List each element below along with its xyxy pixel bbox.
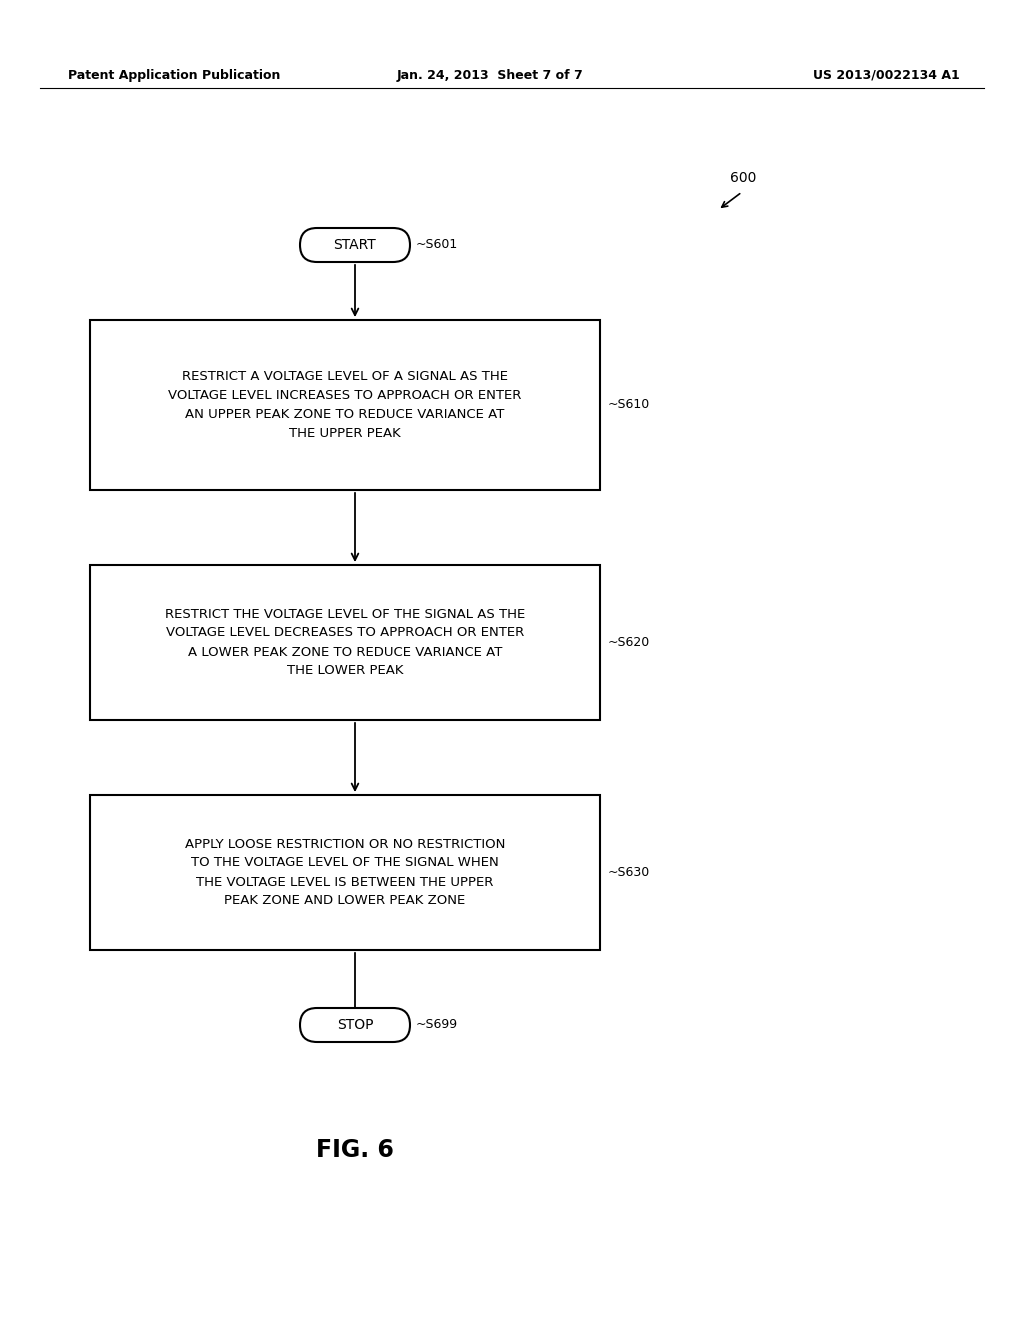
- Text: ~S601: ~S601: [416, 239, 459, 252]
- Bar: [90, 795, 600, 950]
- Text: TO THE VOLTAGE LEVEL OF THE SIGNAL WHEN: TO THE VOLTAGE LEVEL OF THE SIGNAL WHEN: [191, 857, 499, 870]
- Text: ~S610: ~S610: [608, 399, 650, 412]
- Text: 600: 600: [730, 172, 757, 185]
- Text: THE VOLTAGE LEVEL IS BETWEEN THE UPPER: THE VOLTAGE LEVEL IS BETWEEN THE UPPER: [197, 875, 494, 888]
- FancyBboxPatch shape: [300, 228, 410, 261]
- Text: PEAK ZONE AND LOWER PEAK ZONE: PEAK ZONE AND LOWER PEAK ZONE: [224, 895, 466, 908]
- Text: AN UPPER PEAK ZONE TO REDUCE VARIANCE AT: AN UPPER PEAK ZONE TO REDUCE VARIANCE AT: [185, 408, 505, 421]
- Bar: [90, 319, 600, 490]
- Text: VOLTAGE LEVEL DECREASES TO APPROACH OR ENTER: VOLTAGE LEVEL DECREASES TO APPROACH OR E…: [166, 627, 524, 639]
- Text: THE UPPER PEAK: THE UPPER PEAK: [289, 426, 400, 440]
- Text: STOP: STOP: [337, 1018, 374, 1032]
- Text: ~S620: ~S620: [608, 636, 650, 649]
- Text: RESTRICT THE VOLTAGE LEVEL OF THE SIGNAL AS THE: RESTRICT THE VOLTAGE LEVEL OF THE SIGNAL…: [165, 607, 525, 620]
- Text: THE LOWER PEAK: THE LOWER PEAK: [287, 664, 403, 677]
- Text: Jan. 24, 2013  Sheet 7 of 7: Jan. 24, 2013 Sheet 7 of 7: [396, 69, 584, 82]
- Text: US 2013/0022134 A1: US 2013/0022134 A1: [813, 69, 961, 82]
- Text: RESTRICT A VOLTAGE LEVEL OF A SIGNAL AS THE: RESTRICT A VOLTAGE LEVEL OF A SIGNAL AS …: [182, 370, 508, 383]
- Text: VOLTAGE LEVEL INCREASES TO APPROACH OR ENTER: VOLTAGE LEVEL INCREASES TO APPROACH OR E…: [168, 389, 521, 403]
- Text: Patent Application Publication: Patent Application Publication: [68, 69, 281, 82]
- Text: ~S630: ~S630: [608, 866, 650, 879]
- Text: APPLY LOOSE RESTRICTION OR NO RESTRICTION: APPLY LOOSE RESTRICTION OR NO RESTRICTIO…: [184, 837, 505, 850]
- Text: ~S699: ~S699: [416, 1019, 458, 1031]
- FancyBboxPatch shape: [300, 1008, 410, 1041]
- Text: A LOWER PEAK ZONE TO REDUCE VARIANCE AT: A LOWER PEAK ZONE TO REDUCE VARIANCE AT: [187, 645, 502, 659]
- Text: START: START: [334, 238, 377, 252]
- Text: FIG. 6: FIG. 6: [316, 1138, 394, 1162]
- Bar: [90, 565, 600, 719]
